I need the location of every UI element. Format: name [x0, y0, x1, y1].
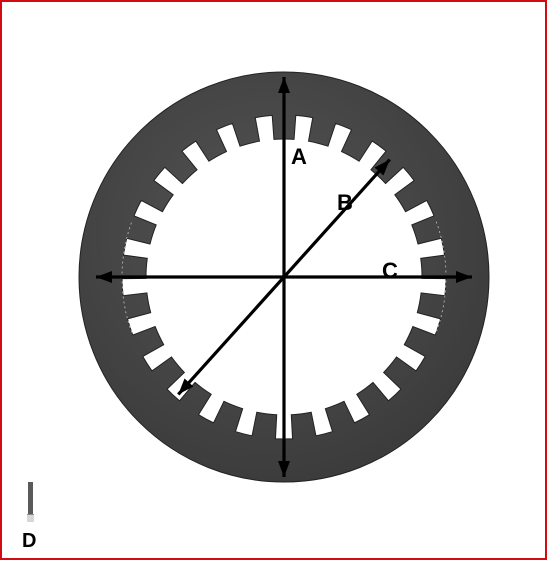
diagram-frame: A B C D	[0, 0, 547, 560]
diagram-stage: A B C D	[2, 2, 545, 558]
thickness-marker-d	[27, 482, 34, 522]
label-a: A	[291, 144, 307, 170]
label-c: C	[382, 258, 398, 284]
clutch-plate-diagram	[2, 2, 547, 562]
label-d: D	[22, 530, 36, 553]
label-b: B	[337, 190, 353, 216]
